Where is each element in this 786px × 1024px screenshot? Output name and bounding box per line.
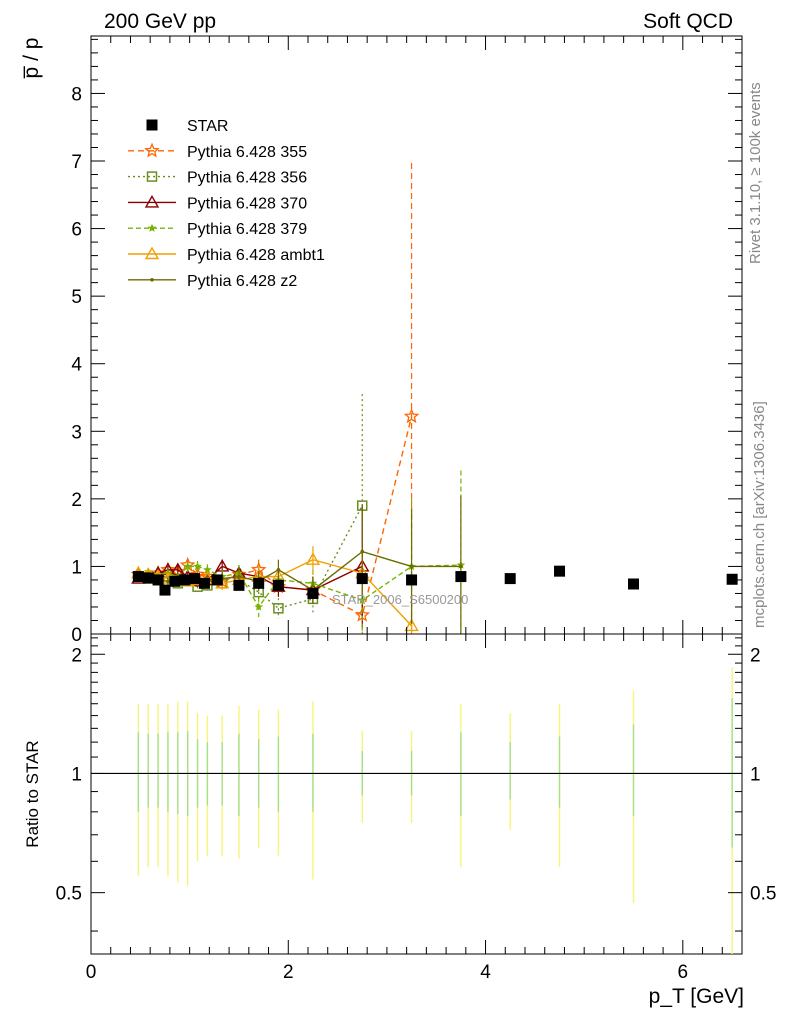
main-y-tick-label: 4 (71, 355, 82, 376)
series-line (138, 564, 461, 609)
star-data-point (628, 578, 639, 590)
star-data-point (132, 571, 144, 583)
data-point (254, 602, 263, 611)
data-point (183, 561, 192, 571)
star-data-point (189, 573, 201, 585)
star-data-point (152, 574, 164, 586)
star-data-point (198, 577, 210, 589)
legend-marker (146, 119, 158, 131)
series-pythia-6-428-z2 (136, 495, 463, 634)
data-point (166, 579, 170, 584)
star-data-point (233, 579, 245, 591)
star-data-point (211, 574, 223, 586)
star-data-point (554, 565, 566, 577)
ratio-y-axis-label: Ratio to STAR (23, 740, 42, 847)
ratio-y-tick-label-right: 2 (750, 645, 761, 666)
legend-marker (150, 278, 154, 282)
star-data-point (356, 573, 368, 585)
legend-entry: STAR (146, 118, 228, 135)
data-point (404, 618, 419, 632)
main-plot-area: 0 1 2 3 4 5 6 7 8 (71, 38, 742, 646)
star-data-point (406, 574, 418, 586)
ratio-y-tick-label: 1 (71, 764, 82, 785)
legend-marker (146, 171, 158, 182)
legend-label: STAR (187, 118, 228, 135)
series-pythia-6-428-379 (134, 470, 466, 634)
legend-marker (144, 194, 160, 208)
main-y-axis-label: p̅ / p (20, 38, 43, 80)
legend-label: Pythia 6.428 379 (187, 221, 307, 238)
star-data-point (307, 587, 319, 599)
mcplots-credit-label: mcplots.cern.ch [arXiv:1306.3436] (751, 401, 768, 628)
legend-label: Pythia 6.428 ambt1 (187, 247, 325, 264)
star-data-point (253, 577, 265, 589)
category-label: Soft QCD (643, 10, 733, 33)
rivet-version-label: Rivet 3.1.10, ≥ 100k events (747, 82, 764, 264)
legend-entry: Pythia 6.428 356 (128, 170, 307, 187)
analysis-watermark: STAR_2006_S6500200 (332, 592, 468, 607)
ratio-plot-area: 0.5 0.5 1 1 2 2 (56, 637, 776, 954)
ratio-y-tick-label-right: 0.5 (750, 884, 776, 905)
data-point (273, 603, 284, 614)
star-data-point (455, 571, 467, 583)
data-point (358, 595, 367, 604)
series-star (132, 565, 738, 599)
main-y-tick-label: 6 (71, 220, 82, 241)
data-point (237, 574, 241, 579)
legend-label: Pythia 6.428 370 (187, 195, 307, 212)
legend-marker (144, 246, 160, 260)
data-point (459, 564, 463, 569)
ratio-y-tick-label: 0.5 (56, 884, 82, 905)
ratio-panel: 0.5 0.5 1 1 2 2 Ratio to STAR (23, 633, 776, 955)
legend-entry: Pythia 6.428 370 (128, 194, 307, 212)
star-data-point (179, 574, 191, 586)
legend-label: Pythia 6.428 355 (187, 144, 307, 161)
x-tick-label: 2 (283, 962, 294, 983)
main-y-tick-label: 3 (71, 422, 82, 443)
main-panel: 0 1 2 3 4 5 6 7 8 STAR_2006_S6500200 p̅ / p STAR… (20, 35, 743, 646)
legend-entry: Pythia 6.428 379 (128, 221, 307, 238)
legend-marker (147, 223, 157, 232)
data-point (276, 568, 281, 572)
legend-marker (144, 142, 160, 158)
ratio-frame (90, 633, 743, 955)
x-tick-label: 6 (678, 962, 689, 983)
star-data-point (169, 575, 181, 587)
main-y-tick-label: 7 (71, 152, 82, 173)
ratio-y-tick-label-right: 1 (750, 764, 761, 785)
energy-label: 200 GeV pp (104, 10, 216, 33)
main-y-tick-label: 1 (71, 557, 82, 578)
data-point (409, 564, 414, 569)
star-data-point (159, 584, 171, 596)
legend-entry: Pythia 6.428 ambt1 (128, 246, 325, 264)
main-y-tick-label: 2 (71, 490, 82, 511)
data-point (193, 561, 202, 571)
data-point (360, 549, 365, 554)
legend-label: Pythia 6.428 z2 (187, 273, 297, 290)
star-data-point (272, 579, 284, 591)
x-tick-label: 0 (86, 962, 97, 983)
legend: STAR Pythia 6.428 355 Pythia 6.428 356 Pyth… (128, 118, 325, 290)
legend-entry: Pythia 6.428 z2 (128, 273, 297, 290)
legend-entry: Pythia 6.428 355 (128, 142, 307, 161)
x-tick-label: 4 (480, 962, 491, 983)
series-pythia-6-428-370 (131, 505, 370, 628)
data-point (403, 408, 420, 424)
ratio-y-tick-label: 2 (71, 645, 82, 666)
main-y-tick-label: 8 (71, 84, 82, 105)
main-y-tick-label: 5 (71, 287, 82, 308)
legend-label: Pythia 6.428 356 (187, 170, 307, 187)
data-point (203, 565, 212, 574)
star-data-point (142, 572, 154, 584)
x-axis: 0 2 4 6 (86, 36, 743, 983)
main-y-tick-label: 0 (71, 625, 82, 646)
star-data-point (726, 573, 738, 585)
x-axis-label: p_T [GeV] (649, 985, 744, 1008)
data-point (305, 552, 321, 565)
star-data-point (504, 573, 516, 585)
